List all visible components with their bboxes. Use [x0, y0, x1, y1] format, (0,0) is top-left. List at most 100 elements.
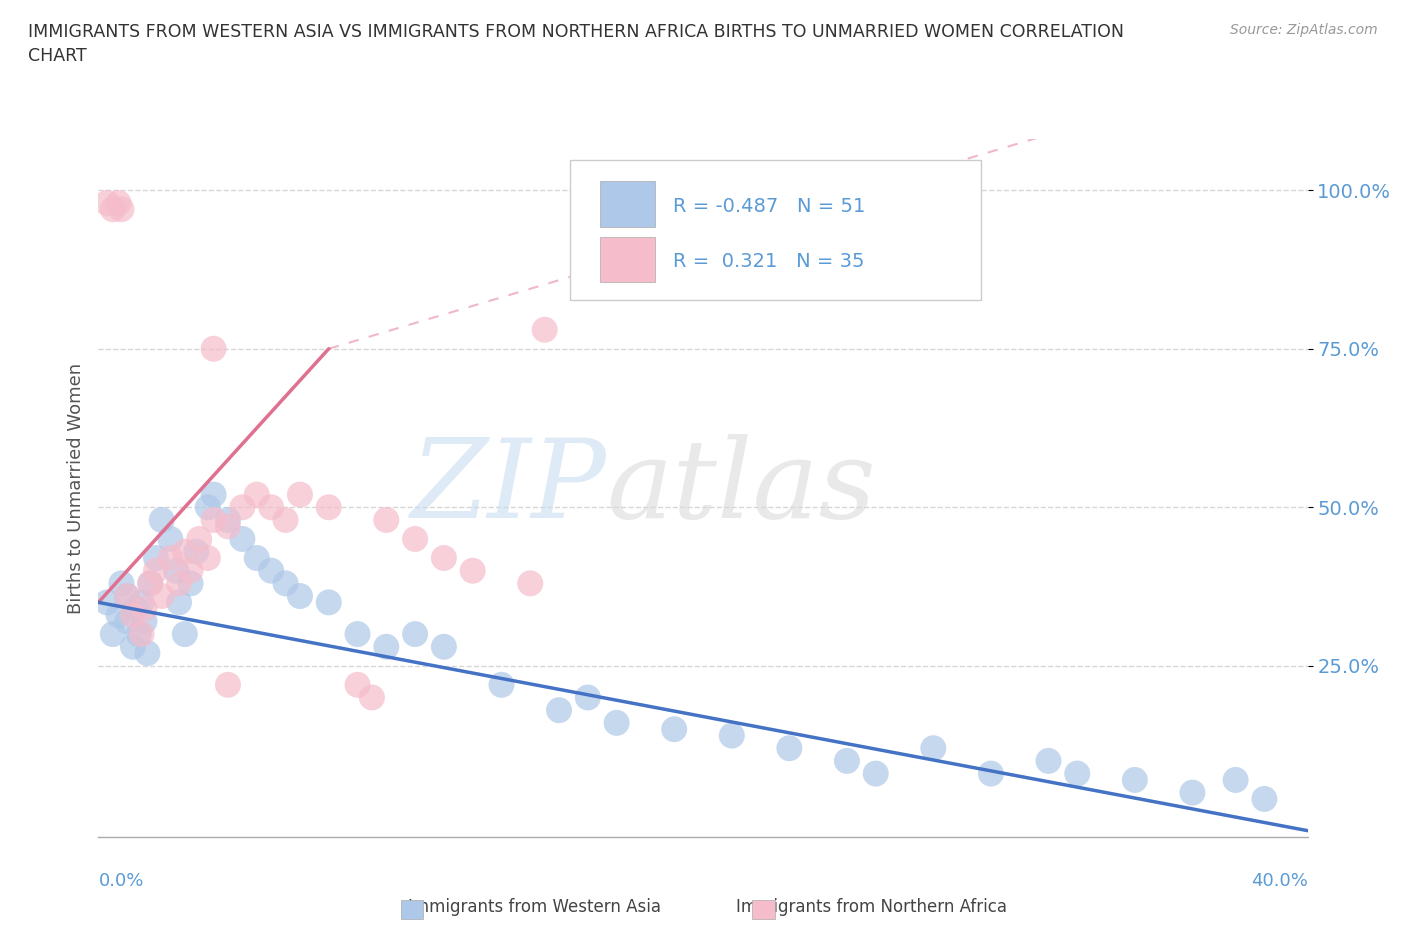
Point	[231, 532, 253, 547]
Point	[606, 715, 628, 730]
Text: Immigrants from Northern Africa: Immigrants from Northern Africa	[737, 897, 1007, 916]
Point	[96, 195, 118, 210]
Point	[159, 551, 181, 565]
Point	[159, 532, 181, 547]
Text: atlas: atlas	[606, 434, 876, 542]
Point	[197, 551, 219, 565]
Point	[318, 499, 340, 514]
Point	[110, 576, 132, 591]
Point	[107, 607, 129, 622]
Point	[180, 576, 202, 591]
Point	[101, 627, 124, 642]
Point	[125, 602, 148, 617]
Point	[461, 564, 484, 578]
Point	[1038, 753, 1060, 768]
Point	[288, 589, 311, 604]
FancyBboxPatch shape	[569, 161, 981, 300]
Point	[778, 741, 800, 756]
Point	[186, 544, 208, 559]
Point	[101, 202, 124, 217]
Point	[260, 499, 283, 514]
Point	[217, 512, 239, 527]
Point	[664, 722, 686, 737]
Point	[134, 602, 156, 617]
Point	[96, 595, 118, 610]
Point	[548, 703, 571, 718]
Point	[404, 627, 426, 642]
Point	[122, 607, 145, 622]
Point	[576, 690, 599, 705]
Y-axis label: Births to Unmarried Women: Births to Unmarried Women	[66, 363, 84, 614]
Point	[139, 576, 162, 591]
Point	[180, 564, 202, 578]
Point	[533, 323, 555, 338]
Point	[217, 677, 239, 692]
Point	[131, 595, 153, 610]
Point	[720, 728, 742, 743]
Point	[835, 753, 858, 768]
Point	[217, 519, 239, 534]
Point	[246, 551, 269, 565]
Point	[980, 766, 1002, 781]
Point	[128, 627, 150, 642]
Point	[122, 639, 145, 654]
Text: R = -0.487   N = 51: R = -0.487 N = 51	[672, 197, 865, 216]
Point	[131, 627, 153, 642]
Point	[346, 627, 368, 642]
Point	[260, 564, 283, 578]
Point	[145, 564, 167, 578]
Point	[150, 589, 173, 604]
Point	[134, 614, 156, 629]
Point	[1066, 766, 1088, 781]
Point	[361, 690, 384, 705]
Point	[150, 512, 173, 527]
Bar	[600, 181, 655, 227]
Text: Immigrants from Western Asia: Immigrants from Western Asia	[408, 897, 661, 916]
Point	[115, 614, 138, 629]
Text: ZIP: ZIP	[411, 434, 606, 542]
Point	[375, 512, 398, 527]
Point	[188, 532, 211, 547]
Point	[231, 499, 253, 514]
Point	[202, 341, 225, 356]
Point	[865, 766, 887, 781]
Point	[202, 487, 225, 502]
Point	[202, 512, 225, 527]
Point	[318, 595, 340, 610]
Bar	[600, 237, 655, 283]
Text: R =  0.321   N = 35: R = 0.321 N = 35	[672, 253, 865, 272]
Point	[167, 595, 190, 610]
Point	[274, 576, 297, 591]
Point	[107, 195, 129, 210]
Point	[1123, 773, 1146, 788]
Point	[139, 576, 162, 591]
Point	[1181, 785, 1204, 800]
Text: 0.0%: 0.0%	[98, 872, 143, 890]
Text: Source: ZipAtlas.com: Source: ZipAtlas.com	[1230, 23, 1378, 37]
Point	[519, 576, 541, 591]
Point	[197, 499, 219, 514]
Text: 40.0%: 40.0%	[1251, 872, 1308, 890]
Point	[491, 677, 513, 692]
Point	[433, 551, 456, 565]
Point	[274, 512, 297, 527]
Point	[115, 589, 138, 604]
Point	[288, 487, 311, 502]
Point	[136, 645, 159, 660]
Point	[404, 532, 426, 547]
Point	[246, 487, 269, 502]
Point	[173, 627, 195, 642]
Point	[1253, 791, 1275, 806]
Point	[173, 544, 195, 559]
Point	[110, 202, 132, 217]
Point	[165, 564, 187, 578]
Point	[115, 589, 138, 604]
Text: IMMIGRANTS FROM WESTERN ASIA VS IMMIGRANTS FROM NORTHERN AFRICA BIRTHS TO UNMARR: IMMIGRANTS FROM WESTERN ASIA VS IMMIGRAN…	[28, 23, 1125, 65]
Point	[346, 677, 368, 692]
Point	[375, 639, 398, 654]
Point	[145, 551, 167, 565]
Point	[433, 639, 456, 654]
Point	[1225, 773, 1247, 788]
Point	[167, 576, 190, 591]
Point	[922, 741, 945, 756]
